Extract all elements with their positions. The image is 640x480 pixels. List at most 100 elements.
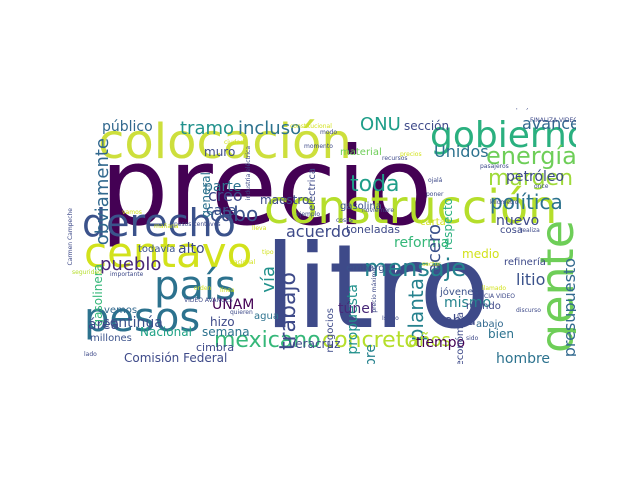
word-lleva: lleva <box>252 225 267 232</box>
word-precio-maximo: precio máximo <box>371 268 378 313</box>
word-electrica: eléctrica <box>307 168 318 212</box>
word-cara: cara <box>206 203 237 219</box>
word-reforma: reforma <box>394 235 450 251</box>
word-concreto: concreto <box>322 328 418 353</box>
word-area: área <box>88 317 120 333</box>
word-pais: país <box>154 263 236 309</box>
word-importante: importante <box>110 271 144 278</box>
word-realiza: realiza <box>520 227 540 234</box>
word-parte: parte <box>204 179 242 195</box>
word-finaliza-video: FINALIZA VIDEO <box>530 117 576 124</box>
word-noviembre: noviembre <box>362 207 395 214</box>
word-ciudad: ciudad <box>224 139 245 146</box>
word-toneladas: toneladas <box>346 223 401 236</box>
word-muro: muro <box>204 145 236 159</box>
word-pesos-centavos: pesos centavos <box>174 221 221 228</box>
word-sido: sido <box>466 335 479 342</box>
word-precios: precios <box>400 151 422 158</box>
word-semana: semana <box>202 325 250 339</box>
word-construccion: construcción <box>264 180 558 234</box>
word-vemos: vemos <box>104 305 138 316</box>
word-general: general <box>199 172 213 218</box>
word-petroleo: petróleo <box>506 169 565 185</box>
word-litro: litro <box>264 220 491 355</box>
word-alto: alto <box>178 241 205 257</box>
word-presupuesto: presupuesto <box>560 258 576 358</box>
word-ejemplo: ejemplo <box>296 211 321 218</box>
word-comision-federal: Comisión Federal <box>124 351 228 364</box>
word-manana: mañana <box>154 223 179 230</box>
word-politica: política <box>490 190 563 214</box>
word-toda: toda <box>350 172 400 197</box>
word-refineria: refinería <box>504 257 546 268</box>
word-mensaje: mensaje <box>364 254 466 282</box>
word-recursos: recursos <box>382 155 408 162</box>
word-nacional: nacional <box>230 259 256 266</box>
word-ojala: ojalá <box>428 177 443 184</box>
word-tiempo: tiempo <box>416 335 466 351</box>
word-continua: continúa <box>102 315 163 331</box>
word-modo: modo <box>320 129 337 136</box>
word-abajo: abajo <box>476 319 504 330</box>
word-hizo: hizo <box>210 315 235 329</box>
word-carmen-campeche: Carmen Campeche <box>67 208 74 266</box>
word-centavo: centavo <box>84 228 253 277</box>
word-gasolina: gasolina <box>340 201 382 212</box>
word-onu: ONU <box>360 114 401 135</box>
word-mundo: mundo <box>466 301 501 312</box>
word-litio: litio <box>516 270 546 289</box>
word-proyecto: proyecto <box>516 108 542 110</box>
word-anos: años <box>408 330 451 351</box>
word-linea: línea <box>220 287 235 294</box>
word-lado: lado <box>84 351 97 358</box>
word-todavia: todavía <box>138 244 176 255</box>
word-seguridad: seguridad <box>72 269 102 276</box>
word-industria-electrica: industria eléctrica <box>245 146 252 201</box>
word-acuerdo: acuerdo <box>286 222 351 241</box>
word-once: once <box>534 183 549 190</box>
word-mexicano: mexicano <box>214 328 321 353</box>
word-margen: margen <box>488 166 574 191</box>
word-material: material <box>340 147 382 158</box>
word-cloud: precio litro colocación construcción gobiern… <box>64 108 576 364</box>
word-sector: sector <box>422 261 441 268</box>
word-cabo: cabo <box>210 202 259 226</box>
word-economica: económica <box>455 312 466 364</box>
word-constitucional: constitucional <box>290 123 332 130</box>
word-poner: poner <box>426 191 444 198</box>
word-embargo: embargo <box>346 263 391 274</box>
word-cosa: cosa <box>500 225 523 236</box>
word-orden: orden <box>194 285 212 292</box>
word-via: vía <box>258 266 279 293</box>
word-unam: UNAM <box>212 297 255 313</box>
word-hombre: hombre <box>496 351 551 364</box>
word-quieren: quieren <box>230 309 253 316</box>
word-kilometro: kilómetro <box>490 199 519 206</box>
word-jovenes: jóvenes <box>440 287 479 298</box>
word-momento: momento <box>304 143 333 150</box>
word-precio: precio <box>100 125 433 250</box>
word-tunel: túnel <box>338 301 374 317</box>
word-tramo: tramo <box>180 118 235 139</box>
word-carta: carta <box>420 217 446 228</box>
word-agua: agua <box>254 311 279 322</box>
word-vamos: vamos <box>122 209 142 216</box>
word-bien: bien <box>488 327 514 341</box>
word-publico: público <box>102 119 153 135</box>
word-cosas: cosas <box>336 217 353 224</box>
word-propuesta: propuesta <box>345 284 361 355</box>
word-maestro: maestro <box>260 193 310 207</box>
word-millones: millones <box>90 333 132 344</box>
word-creo: creo <box>208 186 243 205</box>
word-pesos: pesos <box>84 295 201 341</box>
word-derecho: derecho <box>82 201 236 245</box>
word-tipo: tipo <box>262 249 274 256</box>
word-llamado: llamado <box>482 285 507 292</box>
word-nacional: Nacional <box>140 325 192 339</box>
word-colocacion: colocación <box>98 114 352 170</box>
word-medio: medio <box>462 247 500 261</box>
word-incluso: incluso <box>238 118 302 139</box>
word-energia: energía <box>486 142 576 170</box>
word-discurso: discurso <box>516 307 541 314</box>
word-unidos: Unidos <box>434 142 489 161</box>
